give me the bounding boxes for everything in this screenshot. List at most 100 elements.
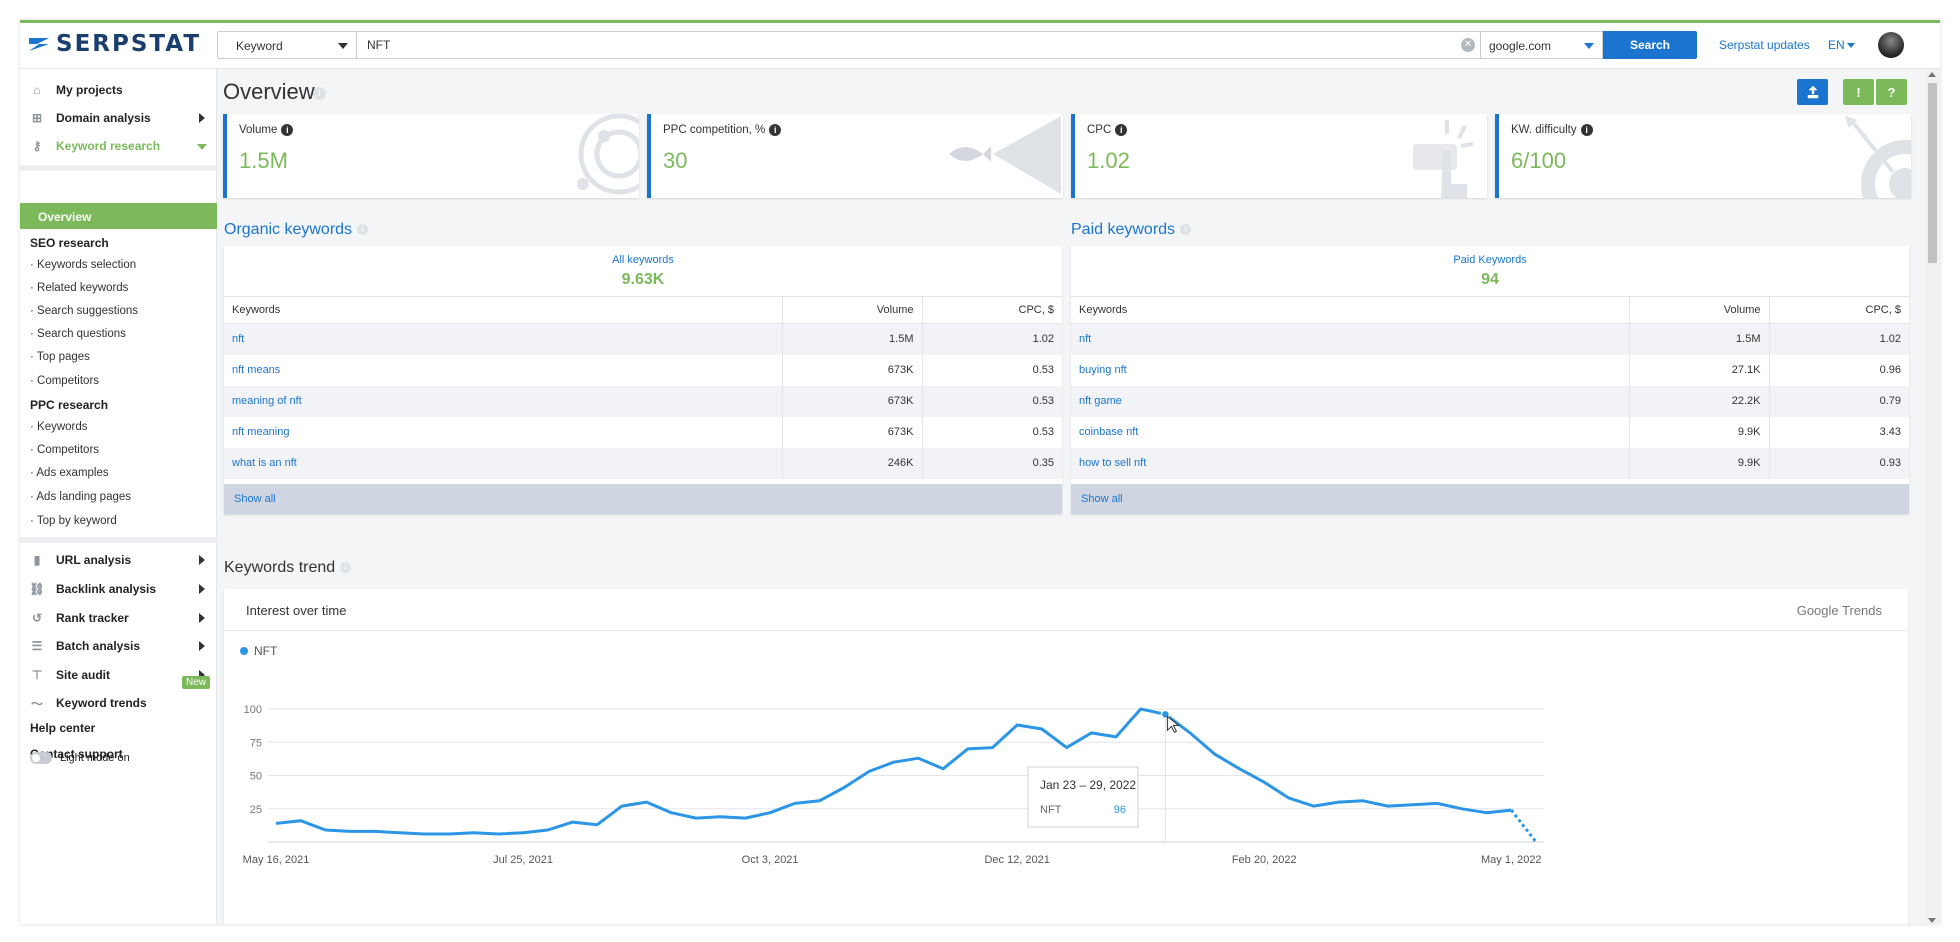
- column-header-keywords[interactable]: Keywords: [1071, 296, 1629, 324]
- serpstat-logo[interactable]: SERPSTAT: [28, 31, 201, 57]
- info-icon[interactable]: i: [1180, 224, 1192, 236]
- sidebar-item-keyword-trends[interactable]: 〜 Keyword trends: [20, 688, 217, 718]
- column-header-volume[interactable]: Volume: [1628, 296, 1769, 324]
- trend-chart: NFT 25 50 75 100 May 16, 2021 Jul 25, 2021 Oct …: [240, 644, 1544, 866]
- info-icon[interactable]: i: [340, 562, 352, 574]
- sidebar-item-overview[interactable]: Overview: [20, 203, 217, 229]
- show-all-organic-button[interactable]: Show all: [224, 484, 1062, 514]
- info-icon[interactable]: i: [281, 124, 294, 136]
- feedback-button[interactable]: !: [1843, 79, 1874, 105]
- metric-card-volume: Volume i 1.5M: [223, 114, 639, 198]
- sidebar-item-ppc-keywords[interactable]: Keywords: [30, 421, 88, 433]
- search-input[interactable]: [357, 31, 1481, 59]
- chevron-down-icon: [338, 43, 348, 49]
- keyword-link[interactable]: nft means: [232, 364, 281, 376]
- legend-label[interactable]: NFT: [254, 644, 278, 658]
- sidebar-item-ppc-competitors[interactable]: Competitors: [30, 444, 99, 456]
- metric-card-cpc: CPC i 1.02: [1071, 114, 1487, 198]
- history-icon: ↺: [31, 611, 43, 625]
- search-button[interactable]: Search: [1603, 31, 1697, 59]
- cpc-cell: 0.53: [921, 416, 1062, 448]
- serpstat-updates-link[interactable]: Serpstat updates: [1719, 38, 1810, 52]
- show-all-paid-button[interactable]: Show all: [1071, 484, 1909, 514]
- language-select[interactable]: EN: [1828, 38, 1855, 52]
- info-icon[interactable]: i: [1115, 124, 1128, 136]
- sidebar-item-search-questions[interactable]: Search questions: [30, 328, 126, 340]
- help-button[interactable]: ?: [1876, 79, 1907, 105]
- keyword-link[interactable]: nft: [224, 323, 782, 355]
- organic-keywords-panel: All keywords 9.63K Keywords Volume CPC, …: [224, 246, 1062, 514]
- light-mode-toggle[interactable]: [30, 752, 52, 764]
- export-button[interactable]: [1797, 79, 1828, 105]
- top-bar: SERPSTAT Keyword ✕ google.com Search Ser…: [20, 23, 1940, 69]
- main-content: Overview i ! ? Volume i 1.5M PPC competit…: [217, 69, 1925, 924]
- sidebar-item-label: Batch analysis: [56, 639, 141, 653]
- sidebar-item-my-projects[interactable]: ⌂ My projects: [20, 75, 217, 105]
- y-tick-label: 100: [244, 704, 262, 716]
- sidebar-item-domain-analysis[interactable]: ⊞ Domain analysis: [20, 103, 217, 133]
- paid-keywords-table: Keywords Volume CPC, $ nft 1.5M 1.02 buyin…: [1071, 296, 1909, 479]
- scroll-down-icon[interactable]: [1928, 918, 1936, 923]
- chevron-down-icon: [1846, 43, 1855, 49]
- cpc-cell: 0.96: [1768, 354, 1909, 386]
- sidebar-item-competitors[interactable]: Competitors: [30, 375, 99, 387]
- sidebar-item-ads-landing-pages[interactable]: Ads landing pages: [30, 491, 131, 503]
- series-line-nft[interactable]: [275, 707, 1512, 836]
- contact-support-link[interactable]: Contact support: [30, 747, 123, 761]
- chevron-right-icon: [199, 555, 205, 565]
- sidebar-item-search-suggestions[interactable]: Search suggestions: [30, 305, 138, 317]
- volume-cell: 22.2K: [1628, 385, 1769, 417]
- section-ppc-research[interactable]: PPC research: [30, 398, 109, 412]
- keyword-link[interactable]: nft: [1071, 323, 1629, 355]
- all-keywords-count: 9.63K: [621, 271, 665, 288]
- sidebar-item-keywords-selection[interactable]: Keywords selection: [30, 259, 136, 271]
- keyword-link[interactable]: what is an nft: [224, 447, 782, 479]
- sidebar-item-site-audit[interactable]: ⊤ Site audit: [20, 660, 217, 690]
- sidebar-item-top-by-keyword[interactable]: Top by keyword: [30, 515, 117, 527]
- metric-label-wrap: KW. difficulty i: [1511, 124, 1593, 136]
- keyword-link[interactable]: nft game: [1071, 385, 1629, 417]
- scroll-thumb[interactable]: [1928, 83, 1937, 263]
- search-type-select[interactable]: Keyword: [217, 31, 357, 59]
- info-icon[interactable]: i: [313, 87, 326, 100]
- clear-search-icon[interactable]: ✕: [1461, 38, 1475, 52]
- scroll-up-icon[interactable]: [1928, 72, 1936, 77]
- keyword-link[interactable]: coinbase nft: [1079, 426, 1139, 438]
- x-tick-label: May 16, 2021: [243, 854, 310, 866]
- sidebar-item-batch-analysis[interactable]: ☰ Batch analysis: [20, 631, 217, 661]
- info-icon[interactable]: i: [769, 124, 782, 136]
- paid-keywords-title[interactable]: Paid keywords i: [1071, 221, 1192, 239]
- organic-keywords-title[interactable]: Organic keywords i: [224, 221, 369, 239]
- avatar[interactable]: [1878, 32, 1904, 58]
- sidebar-item-related-keywords[interactable]: Related keywords: [30, 282, 128, 294]
- legend-marker[interactable]: [240, 647, 248, 655]
- column-header-volume[interactable]: Volume: [781, 296, 922, 324]
- column-header-cpc[interactable]: CPC, $: [921, 296, 1062, 324]
- keywords-trend-title: Keywords trend i: [224, 559, 352, 577]
- keyword-link[interactable]: buying nft: [1079, 364, 1127, 376]
- keyword-link[interactable]: how to sell nft: [1071, 447, 1629, 479]
- info-icon[interactable]: i: [1580, 124, 1593, 136]
- all-keywords-link[interactable]: All keywords: [612, 254, 674, 266]
- database-select[interactable]: google.com: [1481, 31, 1603, 59]
- keyword-link[interactable]: meaning of nft: [224, 385, 782, 417]
- sidebar-item-rank-tracker[interactable]: ↺ Rank tracker: [20, 603, 217, 633]
- column-header-keywords[interactable]: Keywords: [224, 296, 782, 324]
- scrollbar[interactable]: [1925, 69, 1940, 924]
- sitemap-icon: ⊤: [31, 668, 43, 682]
- x-tick-label: Feb 20, 2022: [1232, 854, 1297, 866]
- cpc-cell: 0.35: [921, 447, 1062, 479]
- paid-keywords-link[interactable]: Paid Keywords: [1453, 254, 1527, 266]
- sidebar-item-url-analysis[interactable]: ▮ URL analysis: [20, 545, 217, 575]
- help-center-link[interactable]: Help center: [30, 721, 96, 735]
- sidebar-item-keyword-research[interactable]: ⚷ Keyword research: [20, 131, 217, 161]
- section-seo-research[interactable]: SEO research: [30, 236, 109, 250]
- column-header-cpc[interactable]: CPC, $: [1768, 296, 1909, 324]
- sidebar-item-backlink-analysis[interactable]: ⛓ Backlink analysis: [20, 574, 217, 604]
- info-icon[interactable]: i: [357, 224, 369, 236]
- keyword-link[interactable]: nft meaning: [232, 426, 290, 438]
- sidebar-item-ads-examples[interactable]: Ads examples: [30, 467, 108, 479]
- sidebar-item-top-pages[interactable]: Top pages: [30, 351, 90, 363]
- chevron-right-icon: [199, 113, 205, 123]
- table-row: nft game 22.2K 0.79: [1071, 385, 1909, 417]
